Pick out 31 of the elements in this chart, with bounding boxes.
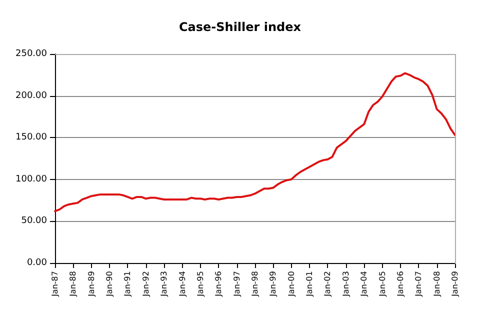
x-tick-label: Jan-00 xyxy=(286,271,296,298)
y-tick-label: 50.00 xyxy=(21,216,48,226)
x-tick-label: Jan-02 xyxy=(323,271,332,298)
x-tick-label: Jan-07 xyxy=(414,271,424,298)
chart-title: Case-Shiller index xyxy=(178,20,302,34)
x-tick-label: Jan-87 xyxy=(50,271,60,298)
x-tick-label: Jan-99 xyxy=(268,271,278,298)
x-tick-label: Jan-06 xyxy=(396,271,405,298)
y-tick-label: 0.00 xyxy=(26,258,48,268)
x-tick-label: Jan-89 xyxy=(86,271,96,298)
x-tick-label: Jan-98 xyxy=(250,271,260,298)
x-tick-label: Jan-95 xyxy=(196,271,205,298)
x-tick-label: Jan-01 xyxy=(305,271,314,298)
x-tick-label: Jan-90 xyxy=(105,271,114,298)
x-tick-label: Jan-05 xyxy=(378,271,387,298)
y-tick-label: 150.00 xyxy=(16,132,48,143)
x-tick-label: Jan-04 xyxy=(360,271,369,298)
x-tick-label: Jan-09 xyxy=(450,271,460,298)
x-tick-label: Jan-97 xyxy=(232,271,242,298)
x-tick-label: Jan-88 xyxy=(68,271,78,298)
y-tick-label: 250.00 xyxy=(16,49,48,59)
line-series xyxy=(54,72,456,212)
x-tick-label: Jan-92 xyxy=(141,271,150,298)
x-tick-label: Jan-08 xyxy=(432,271,442,298)
x-tick-label: Jan-91 xyxy=(123,271,132,298)
x-tick-label: Jan-96 xyxy=(214,271,224,298)
x-tick-label: Jan-93 xyxy=(160,271,169,298)
x-tick-label: Jan-94 xyxy=(178,271,187,298)
y-tick-label: 100.00 xyxy=(16,174,48,184)
y-tick-label: 200.00 xyxy=(16,90,48,101)
x-tick-label: Jan-03 xyxy=(341,271,350,298)
